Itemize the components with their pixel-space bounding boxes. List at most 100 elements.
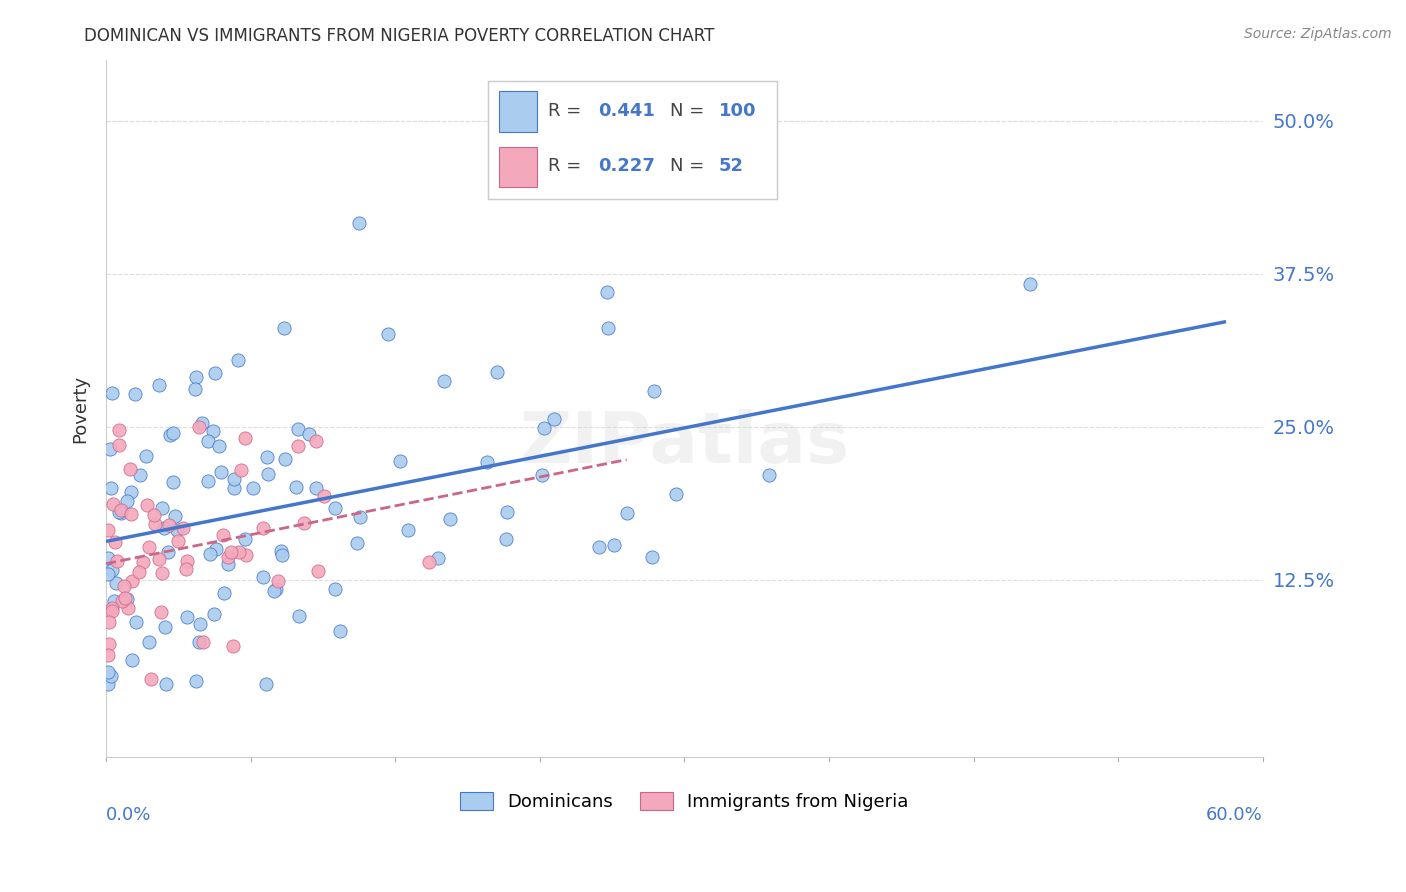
Point [103, 497, 125, 511]
Point [596, 321, 619, 335]
Y-axis label: Poverty: Poverty [72, 375, 89, 442]
Point [287, 439, 309, 453]
Point [346, 535, 368, 549]
Point [264, 582, 287, 597]
Point [110, 502, 132, 516]
Point [305, 434, 328, 448]
Point [128, 468, 150, 483]
Point [150, 566, 173, 581]
Point [155, 620, 177, 634]
Point [235, 548, 257, 562]
Point [433, 374, 456, 388]
Point [100, 668, 122, 682]
Point [543, 412, 565, 426]
Point [107, 423, 129, 437]
Point [162, 425, 184, 440]
Point [252, 521, 274, 535]
Text: DOMINICAN VS IMMIGRANTS FROM NIGERIA POVERTY CORRELATION CHART: DOMINICAN VS IMMIGRANTS FROM NIGERIA POV… [84, 27, 714, 45]
Point [273, 451, 295, 466]
Point [263, 584, 285, 599]
Point [197, 434, 219, 449]
Text: Source: ZipAtlas.com: Source: ZipAtlas.com [1244, 27, 1392, 41]
Point [120, 484, 142, 499]
Point [157, 518, 180, 533]
Point [439, 512, 461, 526]
Point [307, 564, 329, 578]
Point [288, 608, 311, 623]
Point [97, 615, 120, 629]
Point [254, 677, 277, 691]
Point [112, 579, 135, 593]
Point [495, 532, 517, 546]
Legend: Dominicans, Immigrants from Nigeria: Dominicans, Immigrants from Nigeria [453, 784, 915, 818]
Point [297, 427, 319, 442]
Point [101, 385, 124, 400]
Point [190, 416, 212, 430]
Point [211, 527, 233, 541]
Text: ZIPatlas: ZIPatlas [519, 409, 849, 478]
Point [758, 467, 780, 482]
Point [97, 665, 120, 680]
Point [172, 521, 194, 535]
Point [204, 366, 226, 380]
Point [148, 552, 170, 566]
Point [138, 635, 160, 649]
Point [176, 554, 198, 568]
Point [115, 493, 138, 508]
Point [427, 551, 450, 566]
Point [1019, 277, 1042, 291]
Point [314, 489, 336, 503]
Point [120, 462, 142, 476]
Text: 60.0%: 60.0% [1206, 806, 1263, 824]
Point [97, 523, 120, 537]
Point [616, 506, 638, 520]
Point [212, 586, 235, 600]
Point [124, 387, 146, 401]
Point [197, 474, 219, 488]
Point [323, 500, 346, 515]
Point [132, 555, 155, 569]
Point [228, 353, 250, 368]
Point [287, 422, 309, 436]
Point [188, 635, 211, 649]
Point [219, 544, 242, 558]
Point [98, 442, 121, 457]
Point [163, 508, 186, 523]
Point [205, 542, 228, 557]
Point [125, 615, 148, 630]
Point [665, 487, 688, 501]
Point [347, 216, 370, 230]
Point [120, 508, 142, 522]
Point [97, 550, 120, 565]
Point [150, 605, 173, 619]
Point [142, 508, 165, 522]
Point [202, 425, 225, 439]
Point [188, 616, 211, 631]
Point [267, 574, 290, 588]
Point [284, 480, 307, 494]
Point [110, 506, 132, 520]
Point [148, 378, 170, 392]
Point [271, 549, 294, 563]
Point [256, 450, 278, 464]
Point [150, 501, 173, 516]
Point [176, 562, 198, 576]
Point [475, 454, 498, 468]
Point [153, 521, 176, 535]
Point [167, 534, 190, 549]
Point [143, 516, 166, 531]
Point [418, 555, 440, 569]
Point [349, 510, 371, 524]
Point [104, 575, 127, 590]
Point [111, 593, 134, 607]
Point [176, 609, 198, 624]
Point [162, 475, 184, 490]
Point [292, 516, 315, 530]
Point [100, 481, 122, 495]
Point [121, 653, 143, 667]
Point [105, 554, 128, 568]
Point [166, 524, 188, 538]
Point [242, 481, 264, 495]
Point [156, 544, 179, 558]
Point [222, 481, 245, 495]
